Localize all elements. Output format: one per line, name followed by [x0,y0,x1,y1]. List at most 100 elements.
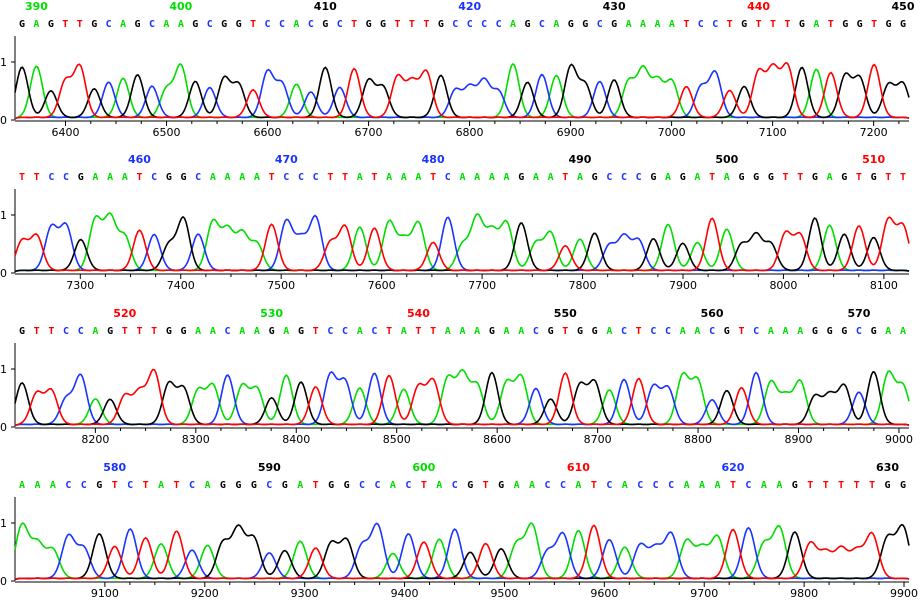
x-tick-label: 8600 [483,433,511,446]
base-call: G [724,326,730,337]
position-label: 450 [892,0,915,13]
base-call: A [900,326,906,337]
base-call: C [298,172,304,183]
base-call: A [680,326,686,337]
base-call: G [181,326,187,337]
x-tick-label: 9800 [790,587,818,600]
base-call: C [621,326,627,337]
base-call: C [359,480,365,491]
base-call: A [813,19,819,30]
base-call: T [313,326,319,337]
trace-T [14,524,910,580]
base-call: G [91,19,97,30]
base-call: C [560,480,566,491]
base-call: G [842,19,848,30]
base-call: G [582,19,588,30]
base-call: G [181,172,187,183]
y-tick-label: 1 [0,363,7,376]
base-call: G [568,19,574,30]
trace-C [14,371,910,426]
base-call: A [699,480,705,491]
base-call: A [626,19,632,30]
base-call: T [313,480,319,491]
base-call: A [390,480,396,491]
x-tick-label: 8300 [182,433,210,446]
base-call: A [768,326,774,337]
x-tick-label: 9500 [490,587,518,600]
x-tick-label: 7900 [669,279,697,292]
base-call: G [220,480,226,491]
position-label: 520 [113,307,136,320]
base-call: C [496,19,502,30]
base-call: T [48,326,54,337]
base-call: C [266,480,272,491]
base-call: A [510,19,516,30]
position-label: 490 [568,153,591,166]
trace-T [14,61,910,119]
x-tick-label: 7400 [167,279,195,292]
x-tick-label: 9000 [885,433,913,446]
base-call: A [254,172,260,183]
position-label: 630 [876,461,899,474]
base-call: C [127,480,133,491]
base-call: T [136,172,142,183]
base-call: C [698,19,704,30]
base-call: A [357,172,363,183]
base-call: A [163,19,169,30]
base-call: T [112,480,118,491]
position-label: 510 [862,153,885,166]
base-call: T [386,326,392,337]
base-call: T [174,480,180,491]
base-call: C [544,480,550,491]
base-call: T [756,19,762,30]
base-call: A [386,172,392,183]
base-call: C [225,326,231,337]
base-call: G [577,326,583,337]
position-label: 580 [103,461,126,474]
position-label: 390 [25,0,48,13]
base-call: G [768,172,774,183]
base-call: A [885,326,891,337]
base-call: C [650,326,656,337]
x-tick-label: 8700 [584,433,612,446]
y-tick-label: 1 [0,209,7,222]
y-tick-label: 0 [0,575,7,588]
x-tick-label: 9400 [391,587,419,600]
base-call: T [807,480,813,491]
base-call: A [827,172,833,183]
base-call: C [467,19,473,30]
base-call: A [715,480,721,491]
base-call: T [562,326,568,337]
base-call: G [741,19,747,30]
base-call: C [481,19,487,30]
base-call: T [151,326,157,337]
base-call: T [62,19,68,30]
base-call: G [857,19,863,30]
trace-G [14,370,910,426]
base-call: A [474,172,480,183]
base-call: C [106,19,112,30]
base-call: A [548,172,554,183]
base-call: G [251,480,257,491]
base-call: A [529,480,535,491]
base-call: C [81,480,87,491]
base-call: C [452,19,458,30]
base-call: G [650,172,656,183]
base-call: A [553,19,559,30]
base-call: A [239,326,245,337]
position-label: 600 [412,461,435,474]
base-call: T [856,172,862,183]
trace-T [14,216,910,272]
base-call: C [279,19,285,30]
position-label: 610 [567,461,590,474]
base-call: T [591,480,597,491]
position-label: 470 [275,153,298,166]
base-call: G [841,172,847,183]
base-call: A [459,326,465,337]
base-call: G [166,172,172,183]
base-call: G [221,19,227,30]
base-call: T [797,172,803,183]
x-tick-label: 7700 [468,279,496,292]
base-call: T [77,19,83,30]
